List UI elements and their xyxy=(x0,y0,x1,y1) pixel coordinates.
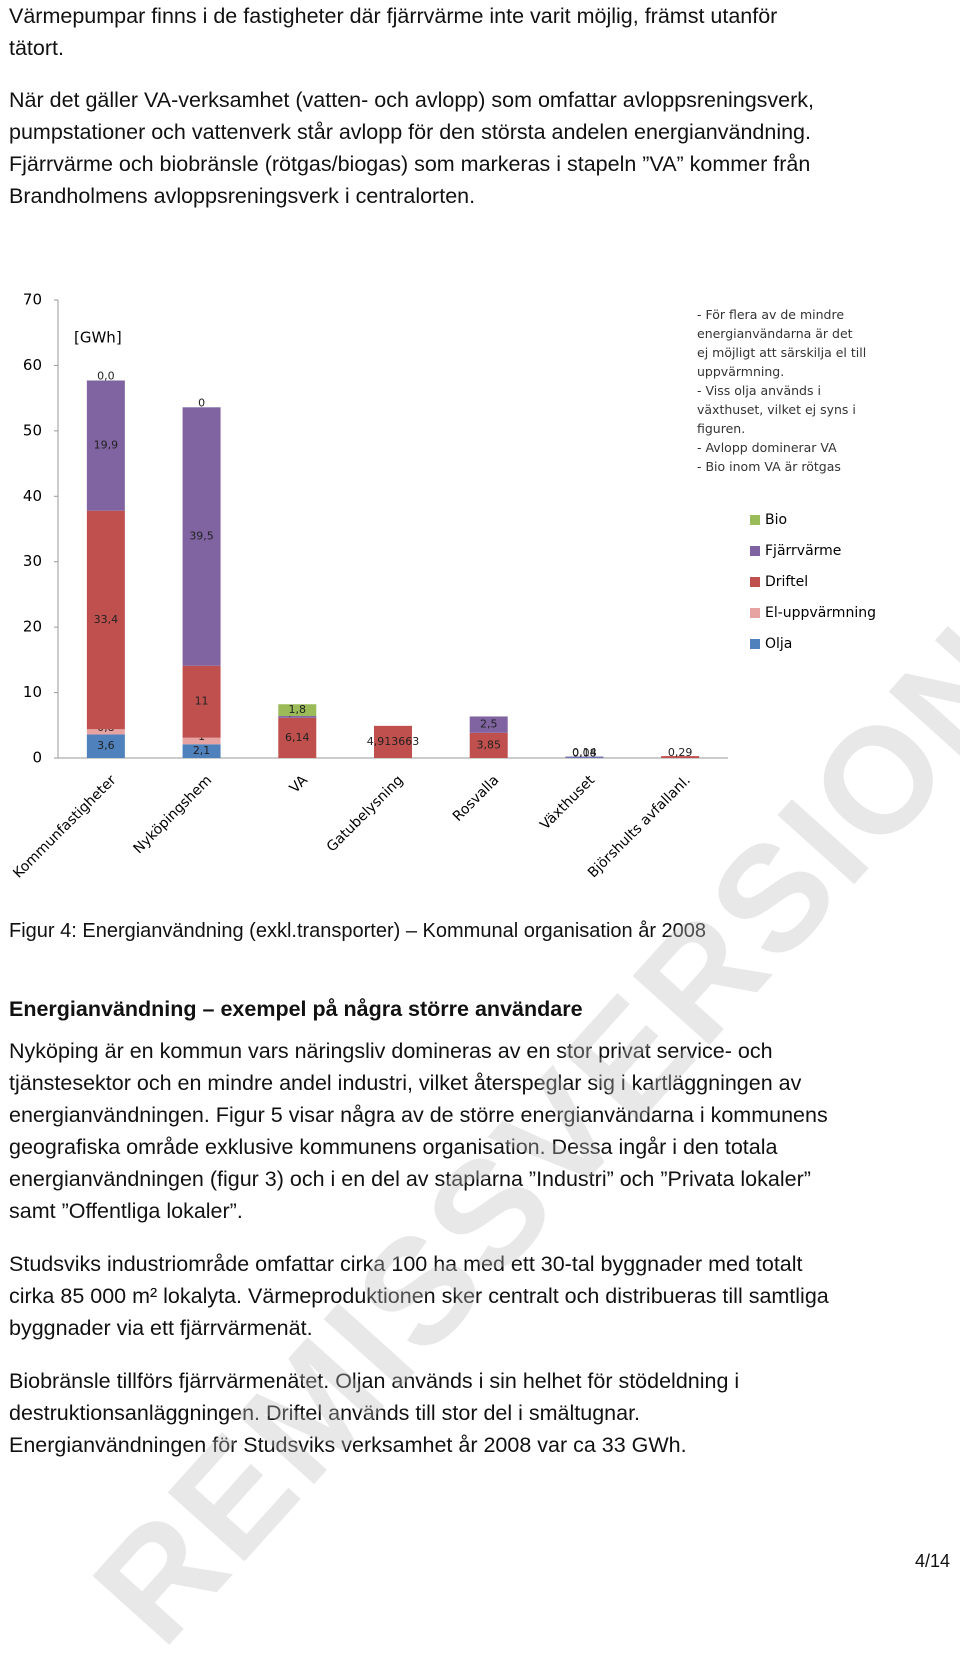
data-label: 3,85 xyxy=(476,738,501,751)
y-tick-label: 30 xyxy=(23,552,42,570)
bar-segment xyxy=(469,732,508,758)
annotation: - Bio inom VA är rötgas xyxy=(697,459,841,474)
annotation: - Avlopp dominerar VA xyxy=(697,440,837,455)
data-label: 0,14 xyxy=(572,746,597,759)
legend-label: Olja xyxy=(765,636,792,652)
y-tick-label: 40 xyxy=(23,487,42,505)
bar-segment xyxy=(278,717,317,758)
bar-segment xyxy=(182,744,221,758)
paragraph: Biobränsle tillförs fjärrvärmenätet. Olj… xyxy=(9,1369,740,1457)
legend-label: Bio xyxy=(765,512,787,528)
data-label: 19,9 xyxy=(94,439,119,452)
page-number: 4/14 xyxy=(914,1551,950,1571)
data-label: 2,1 xyxy=(193,744,211,757)
data-label: 33,4 xyxy=(94,613,119,626)
x-tick-label: Rosvalla xyxy=(450,772,502,824)
bar-segment xyxy=(86,380,125,511)
x-tick-label: Björshults avfallanl. xyxy=(585,772,694,881)
y-tick-label: 20 xyxy=(23,618,42,636)
x-tick-label: Växthuset xyxy=(537,772,598,833)
bar-segment xyxy=(182,407,221,666)
legend-swatch xyxy=(750,546,760,556)
bar-segment xyxy=(469,716,508,733)
data-label: 2,5 xyxy=(480,718,498,731)
bar-segment xyxy=(565,757,604,758)
paragraph: Värmepumpar finns i de fastigheter där f… xyxy=(9,4,778,60)
y-tick-label: 0 xyxy=(32,749,42,767)
legend-swatch xyxy=(750,639,760,649)
data-label: 39,5 xyxy=(189,530,214,543)
paragraph: Studsviks industriområde omfattar cirka … xyxy=(9,1252,829,1340)
bar-segment xyxy=(86,734,125,758)
chart: [GWh] 0 10 20 30 40 50 60 70 Kommunfastigheter 3,… xyxy=(10,291,876,882)
legend-label: El-uppvärmning xyxy=(765,605,876,621)
paragraph: Nyköping är en kommun vars näringsliv do… xyxy=(9,1039,828,1223)
heading: Energianvändning – exempel på några stör… xyxy=(9,997,583,1021)
data-label: 0,08 xyxy=(572,747,597,760)
x-tick-label: Kommunfastigheter xyxy=(10,772,119,881)
bar-segment xyxy=(278,716,317,718)
bar-segment xyxy=(182,665,221,738)
bar-segment xyxy=(86,729,125,735)
data-label: 0,29 xyxy=(668,746,693,759)
bar-segment xyxy=(661,756,700,758)
bar-segment xyxy=(182,737,221,745)
page: Värmepumpar finns i de fastigheter där f… xyxy=(9,4,960,1674)
x-tick-label: Gatubelysning xyxy=(324,772,407,855)
data-label: 6,14 xyxy=(285,731,310,744)
annotation: - För flera av de mindre energianvändarn… xyxy=(697,307,867,379)
bar-segment xyxy=(374,725,412,758)
legend-swatch xyxy=(750,515,760,525)
paragraph: När det gäller VA-verksamhet (vatten- oc… xyxy=(9,88,815,208)
data-label: 11 xyxy=(195,695,209,708)
legend-label: Driftel xyxy=(765,574,808,590)
annotations: - För flera av de mindre energianvändarn… xyxy=(697,305,867,476)
annotation: - Viss olja används i växthuset, vilket … xyxy=(697,383,856,436)
data-label: 1,8 xyxy=(289,703,307,716)
bar-segment xyxy=(86,510,125,730)
y-axis-label: [GWh] xyxy=(74,329,122,347)
bar-segment xyxy=(565,756,604,758)
legend-swatch xyxy=(750,577,760,587)
y-tick-label: 70 xyxy=(23,291,42,309)
x-tick-label: Nyköpingshem xyxy=(130,772,215,857)
legend-label: Fjärrvärme xyxy=(765,543,841,559)
x-tick-label: VA xyxy=(287,772,312,797)
y-tick-label: 10 xyxy=(23,683,42,701)
y-tick-label: 60 xyxy=(23,356,42,374)
legend-swatch xyxy=(750,608,760,618)
data-label: 3,6 xyxy=(97,739,115,752)
caption: Figur 4: Energianvändning (exkl.transpor… xyxy=(9,920,707,942)
data-label: 4,913663 xyxy=(367,735,420,748)
data-label: 0 xyxy=(198,396,205,409)
bar-segment xyxy=(278,704,317,717)
data-label: 0,0 xyxy=(97,369,115,382)
y-tick-label: 50 xyxy=(23,421,42,439)
